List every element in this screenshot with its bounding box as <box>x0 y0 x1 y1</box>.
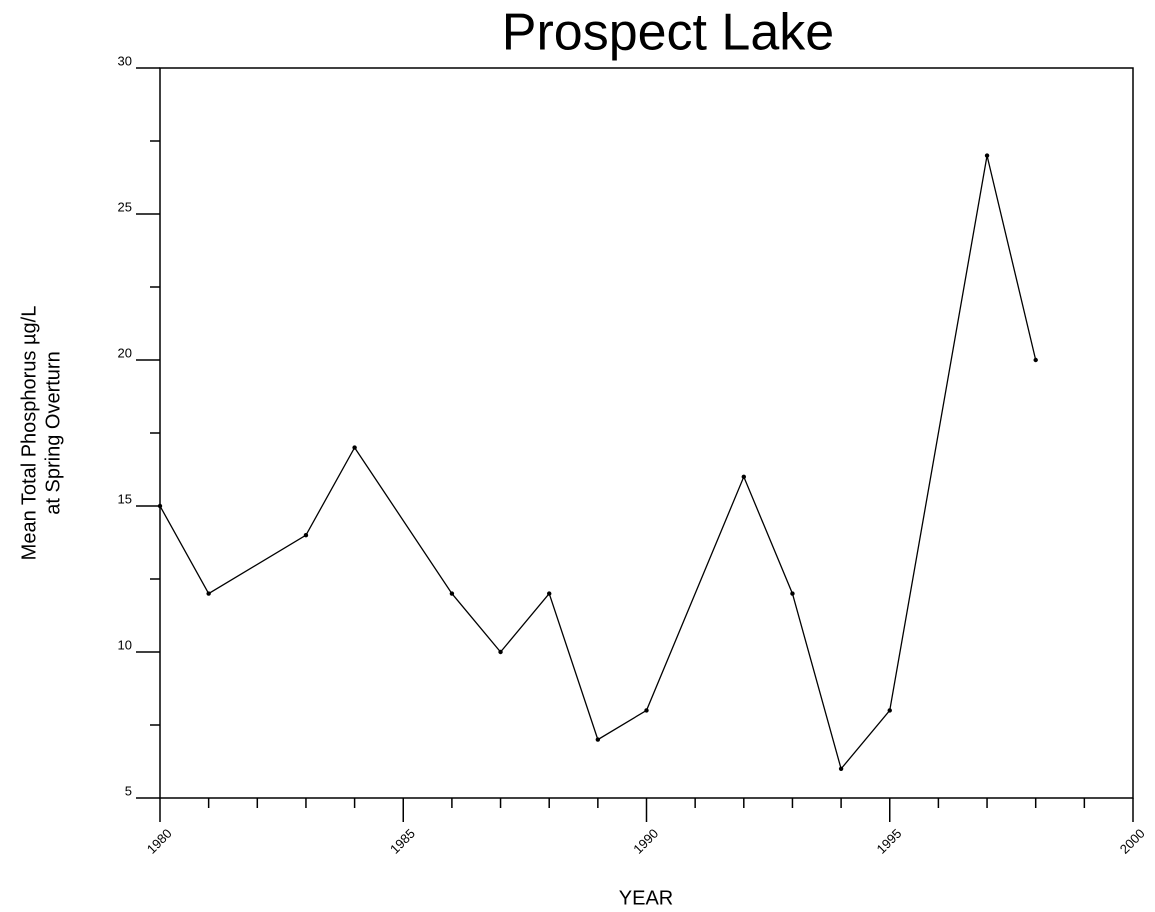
y-tick-label: 30 <box>118 53 132 68</box>
data-point <box>449 591 455 596</box>
y-axis-label: Mean Total Phosphorus µg/L <box>18 306 40 561</box>
data-point <box>790 591 795 596</box>
x-tick-label: 1990 <box>630 826 661 857</box>
chart-title: Prospect Lake <box>502 4 834 62</box>
data-point <box>498 649 503 655</box>
y-tick-label: 20 <box>118 345 132 360</box>
data-point <box>1033 357 1038 363</box>
data-point <box>206 591 211 596</box>
data-point <box>157 503 163 509</box>
data-point <box>644 708 649 713</box>
data-point <box>547 591 552 596</box>
y-tick-label: 10 <box>118 637 132 652</box>
data-line <box>159 155 1037 771</box>
data-point <box>303 533 309 538</box>
x-tick-label: 1985 <box>387 826 418 857</box>
data-point <box>887 708 892 713</box>
y-tick-label: 5 <box>125 783 132 798</box>
y-tick-label: 25 <box>118 199 132 214</box>
x-tick-label: 2000 <box>1117 826 1148 857</box>
x-tick-label: 1980 <box>144 826 175 857</box>
data-point <box>352 445 357 450</box>
y-axis-label: at Spring Overturn <box>42 351 64 514</box>
data-point <box>838 766 844 771</box>
plot-frame <box>159 67 1134 799</box>
y-tick-label: 15 <box>118 491 132 506</box>
data-point <box>984 153 990 158</box>
data-point <box>741 474 746 479</box>
data-point <box>595 737 601 742</box>
x-tick-label: 1995 <box>873 826 904 857</box>
x-axis-label: YEAR <box>619 887 673 909</box>
